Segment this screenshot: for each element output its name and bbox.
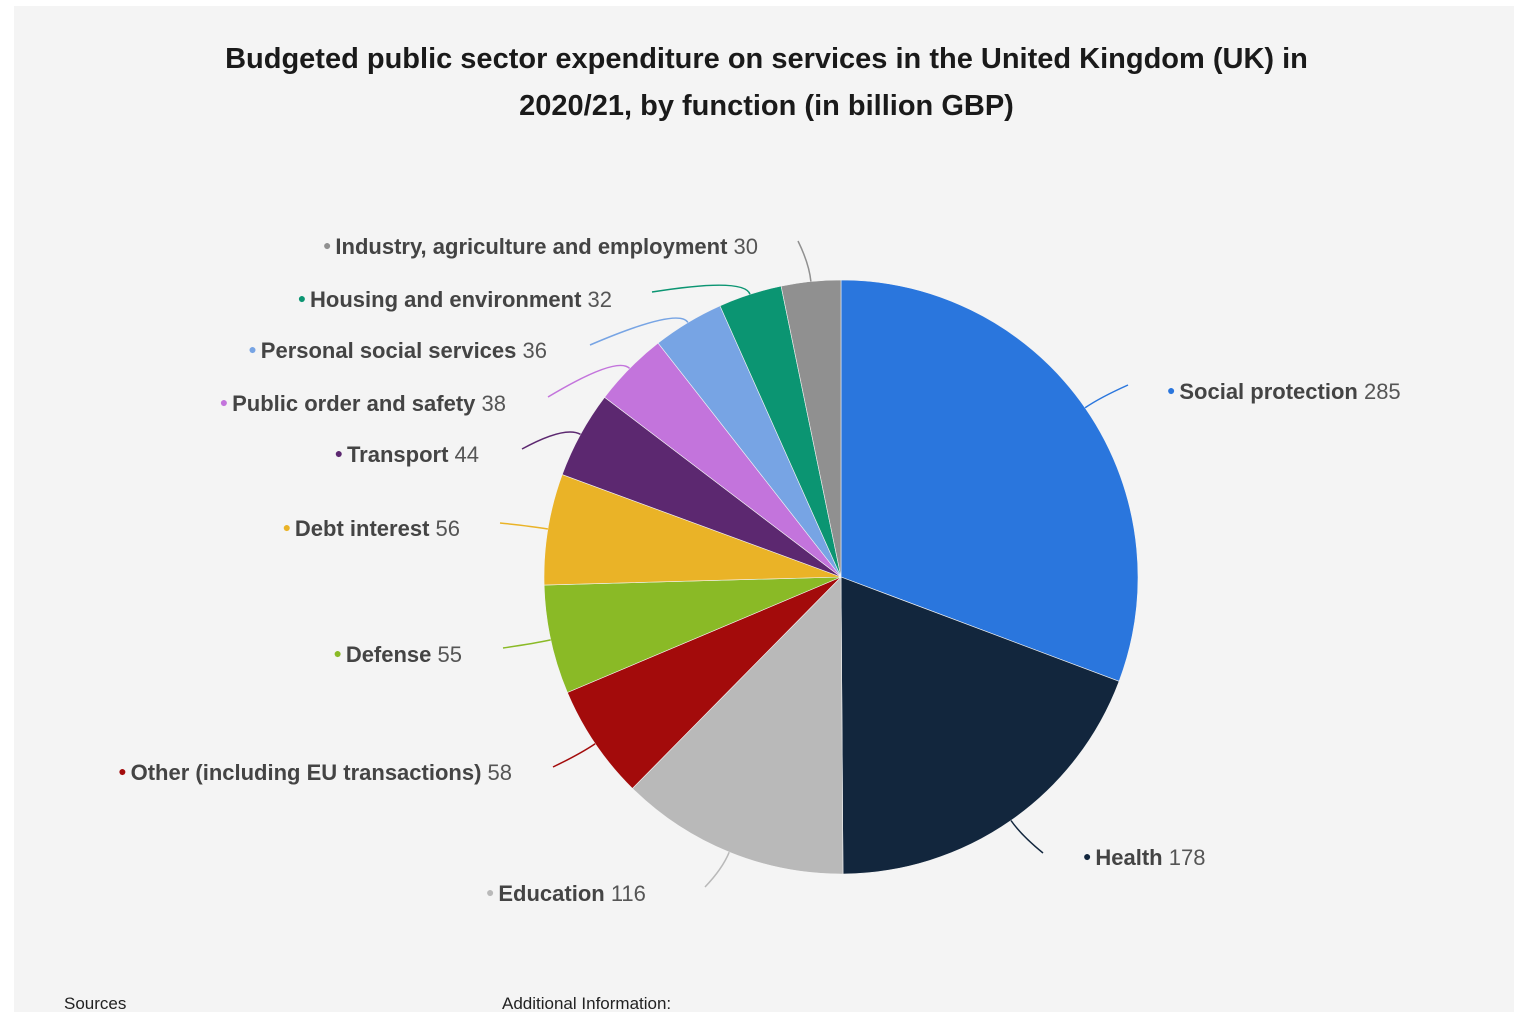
data-label-debt-interest: ● Debt interest 56 — [283, 516, 460, 541]
label-name-industry-agriculture-and-employment: Industry, agriculture and employment — [335, 234, 728, 259]
label-value-personal-social-services: 36 — [516, 338, 547, 363]
leader-line-defense — [502, 639, 551, 649]
data-label-health: ● Health 178 — [1083, 845, 1205, 870]
label-name-housing-and-environment: Housing and environment — [310, 287, 582, 312]
pie-slice-other-including-eu-transactions[interactable] — [566, 576, 842, 789]
data-label-defense: ● Defense 55 — [333, 642, 462, 667]
label-dot-industry-agriculture-and-employment: ● — [323, 237, 335, 253]
pie-slice-industry-agriculture-and-employment[interactable] — [780, 279, 842, 578]
data-label-public-order-and-safety: ● Public order and safety 38 — [220, 391, 506, 416]
label-value-industry-agriculture-and-employment: 30 — [727, 234, 758, 259]
chart-title: Budgeted public sector expenditure on se… — [0, 36, 1523, 130]
leader-line-social-protection — [1084, 384, 1129, 409]
data-label-industry-agriculture-and-employment: ● Industry, agriculture and employment 3… — [323, 234, 758, 259]
sources-link[interactable]: Sources — [64, 994, 127, 1013]
leader-line-debt-interest — [499, 522, 549, 530]
label-dot-public-order-and-safety: ● — [220, 394, 232, 410]
label-value-health: 178 — [1163, 845, 1206, 870]
leader-line-education — [704, 851, 730, 888]
data-label-transport: ● Transport 44 — [335, 442, 479, 467]
leader-line-housing-and-environment — [651, 284, 751, 295]
leader-line-health — [1010, 820, 1044, 854]
label-dot-other-including-eu-transactions: ● — [118, 763, 130, 779]
leader-line-transport — [521, 431, 581, 450]
label-value-education: 116 — [605, 881, 646, 906]
chart-title-line-2: 2020/21, by function (in billion GBP) — [519, 90, 1014, 122]
label-value-public-order-and-safety: 38 — [475, 391, 506, 416]
label-value-other-including-eu-transactions: 58 — [481, 760, 512, 785]
label-name-health: Health — [1095, 845, 1162, 870]
label-dot-debt-interest: ● — [283, 519, 295, 535]
label-value-housing-and-environment: 32 — [581, 287, 612, 312]
leader-line-other-including-eu-transactions — [552, 743, 596, 768]
label-dot-defense: ● — [333, 645, 345, 661]
label-name-defense: Defense — [346, 642, 432, 667]
additional-information-link[interactable]: Additional Information: — [502, 994, 672, 1013]
pie-slice-social-protection[interactable] — [840, 279, 1139, 682]
data-label-social-protection: ● Social protection 285 — [1167, 379, 1401, 404]
label-dot-health: ● — [1083, 848, 1095, 864]
chart-title-line-1: Budgeted public sector expenditure on se… — [225, 43, 1308, 75]
data-label-housing-and-environment: ● Housing and environment 32 — [298, 287, 612, 312]
label-dot-social-protection: ● — [1167, 382, 1179, 398]
leader-line-industry-agriculture-and-employment — [797, 240, 812, 282]
label-dot-housing-and-environment: ● — [298, 290, 310, 306]
label-name-debt-interest: Debt interest — [295, 516, 430, 541]
leader-line-personal-social-services — [589, 317, 689, 346]
label-name-public-order-and-safety: Public order and safety — [232, 391, 476, 416]
label-name-transport: Transport — [347, 442, 449, 467]
leader-line-public-order-and-safety — [547, 364, 631, 398]
data-label-other-including-eu-transactions: ● Other (including EU transactions) 58 — [118, 760, 512, 785]
label-name-other-including-eu-transactions: Other (including EU transactions) — [131, 760, 482, 785]
label-dot-transport: ● — [335, 445, 347, 461]
label-name-social-protection: Social protection — [1179, 379, 1357, 404]
label-value-debt-interest: 56 — [429, 516, 460, 541]
pie-slice-education[interactable] — [631, 576, 844, 875]
label-name-education: Education — [498, 881, 604, 906]
label-name-personal-social-services: Personal social services — [261, 338, 517, 363]
label-value-defense: 55 — [431, 642, 462, 667]
data-label-personal-social-services: ● Personal social services 36 — [248, 338, 547, 363]
pie-slice-health[interactable] — [840, 576, 1120, 875]
label-dot-personal-social-services: ● — [248, 341, 260, 357]
label-value-social-protection: 285 — [1358, 379, 1401, 404]
data-label-education: ● Education 116 — [486, 881, 646, 906]
label-value-transport: 44 — [448, 442, 479, 467]
label-dot-education: ● — [486, 884, 498, 900]
